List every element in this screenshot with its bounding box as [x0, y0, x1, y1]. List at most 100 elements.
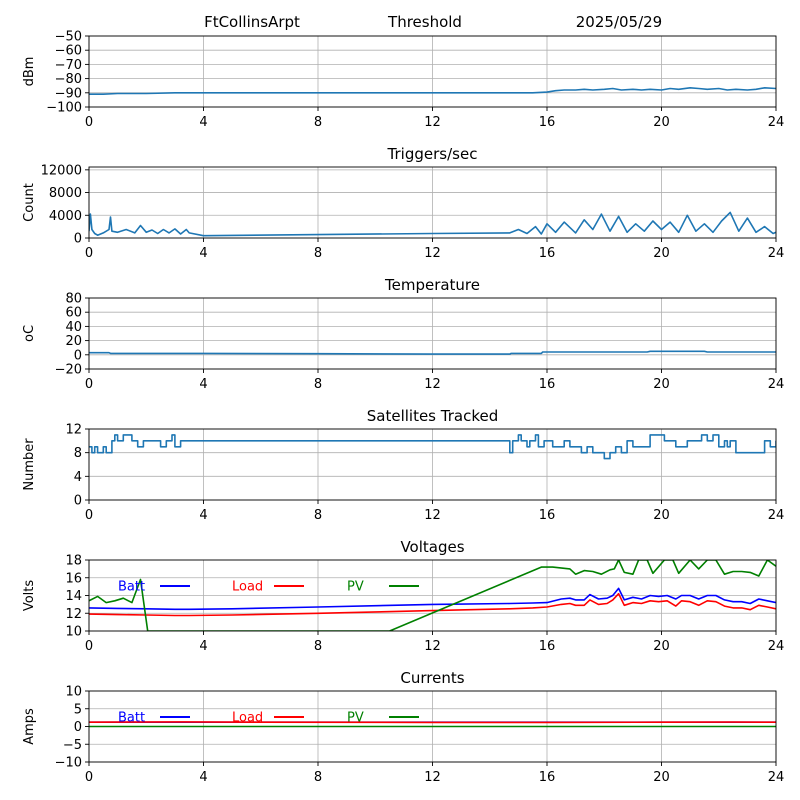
x-tick-label: 0 [85, 377, 93, 392]
x-tick-label: 4 [199, 377, 207, 392]
y-tick-label: −90 [55, 86, 82, 101]
x-tick-label: 4 [199, 246, 207, 261]
y-tick-label: 12 [65, 607, 82, 622]
y-tick-label: −100 [46, 101, 82, 116]
y-tick-label: −50 [55, 30, 82, 45]
x-tick-label: 16 [539, 508, 556, 523]
x-tick-label: 20 [653, 377, 670, 392]
y-tick-label: 0 [74, 232, 82, 247]
panel-title: Temperature [384, 276, 480, 294]
x-tick-label: 12 [424, 639, 441, 654]
y-axis-label: dBm [22, 57, 37, 87]
x-tick-label: 0 [85, 639, 93, 654]
x-tick-label: 8 [314, 508, 322, 523]
y-tick-label: 8 [74, 446, 82, 461]
panel-title: Satellites Tracked [367, 407, 498, 425]
y-tick-label: −70 [55, 58, 82, 73]
y-tick-label: 4000 [49, 209, 82, 224]
series-line-0 [89, 434, 776, 460]
y-tick-label: 14 [65, 589, 82, 604]
y-tick-label: −10 [55, 756, 82, 771]
y-tick-label: −5 [63, 738, 82, 753]
y-tick-label: 40 [65, 320, 82, 335]
x-tick-label: 8 [314, 115, 322, 130]
x-tick-label: 24 [768, 377, 785, 392]
x-tick-label: 16 [539, 115, 556, 130]
x-tick-label: 16 [539, 770, 556, 785]
x-tick-label: 24 [768, 770, 785, 785]
y-tick-label: 20 [65, 334, 82, 349]
panel-5: 0 4 8 12 16 20 24 −10 −5 0 5 10 Currents Amps Batt Load… [22, 669, 784, 785]
x-tick-label: 4 [199, 508, 207, 523]
y-tick-label: −80 [55, 72, 82, 87]
x-tick-label: 8 [314, 770, 322, 785]
x-tick-label: 4 [199, 770, 207, 785]
series-line-load [89, 721, 776, 724]
y-tick-label: 10 [65, 685, 82, 700]
panel-0: 0 4 8 12 16 20 24 −100−90−80−70−60−50 dBm [22, 30, 784, 131]
x-tick-label: 16 [539, 377, 556, 392]
series-line-batt [89, 587, 776, 611]
panel-title: Voltages [400, 538, 464, 556]
panel-1: 0 4 8 12 16 20 24 0 4000 8000 12000 Triggers/sec Cou… [22, 145, 784, 261]
x-tick-label: 24 [768, 639, 785, 654]
x-tick-label: 20 [653, 115, 670, 130]
y-axis-label: Amps [22, 708, 37, 745]
x-tick-label: 16 [539, 639, 556, 654]
x-tick-label: 4 [199, 115, 207, 130]
y-axis-label: oC [22, 325, 37, 342]
x-tick-label: 20 [653, 508, 670, 523]
series-line-load [89, 592, 776, 617]
y-tick-label: 12000 [41, 163, 82, 178]
x-tick-label: 16 [539, 246, 556, 261]
panel-title: Triggers/sec [387, 145, 478, 163]
y-tick-label: 80 [65, 292, 82, 307]
x-tick-label: 20 [653, 246, 670, 261]
y-tick-label: 0 [74, 494, 82, 509]
legend-label-pv: PV [347, 711, 364, 726]
y-tick-label: 12 [65, 423, 82, 438]
x-tick-label: 8 [314, 377, 322, 392]
series-line-0 [89, 211, 776, 237]
legend-label-pv: PV [347, 580, 364, 595]
x-tick-label: 0 [85, 770, 93, 785]
y-tick-label: 4 [74, 470, 82, 485]
x-tick-label: 0 [85, 115, 93, 130]
y-tick-label: 8000 [49, 186, 82, 201]
x-tick-label: 24 [768, 246, 785, 261]
y-tick-label: 0 [74, 720, 82, 735]
panel-title: Currents [400, 669, 464, 687]
y-tick-label: 60 [65, 306, 82, 321]
x-tick-label: 12 [424, 770, 441, 785]
header-station: FtCollinsArpt [204, 13, 300, 31]
y-tick-label: 16 [65, 571, 82, 586]
legend-label-load: Load [232, 711, 263, 726]
y-axis-label: Number [22, 438, 37, 491]
header-mode: Threshold [387, 13, 462, 31]
x-tick-label: 12 [424, 115, 441, 130]
x-tick-label: 0 [85, 246, 93, 261]
series-line-0 [89, 87, 776, 95]
x-tick-label: 8 [314, 246, 322, 261]
x-tick-label: 0 [85, 508, 93, 523]
x-tick-label: 12 [424, 246, 441, 261]
y-axis-label: Count [22, 183, 37, 222]
y-tick-label: −20 [55, 363, 82, 378]
panel-4: 0 4 8 12 16 20 24 10 12 14 16 18 Voltages Volts Batt Lo… [22, 538, 784, 654]
legend-label-batt: Batt [118, 580, 145, 595]
x-tick-label: 4 [199, 639, 207, 654]
x-tick-label: 8 [314, 639, 322, 654]
legend-label-load: Load [232, 580, 263, 595]
x-tick-label: 24 [768, 508, 785, 523]
y-tick-label: 5 [74, 702, 82, 717]
series-line-pv [89, 560, 776, 631]
panel-3: 0 4 8 12 16 20 24 0 4 8 12 Satellites Tracked Number [22, 407, 784, 523]
x-tick-label: 20 [653, 639, 670, 654]
y-axis-label: Volts [22, 580, 37, 612]
x-tick-label: 20 [653, 770, 670, 785]
legend-label-batt: Batt [118, 711, 145, 726]
series-line-0 [89, 350, 776, 355]
